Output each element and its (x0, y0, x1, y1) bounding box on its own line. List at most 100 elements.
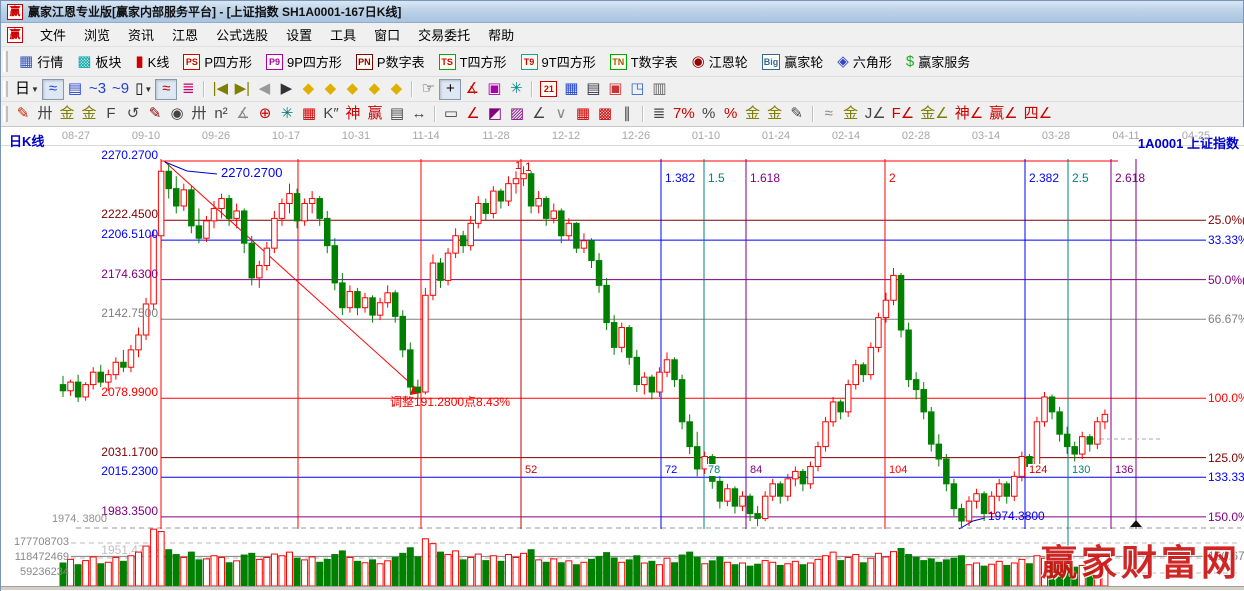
report-button[interactable]: ▤ (582, 79, 604, 100)
draw-pen-button[interactable]: ✎ (12, 104, 34, 125)
box-select-button[interactable]: ▭ (440, 104, 462, 125)
gold-channel-button[interactable]: 金 (840, 104, 862, 125)
expand-horizontal-button[interactable]: ◆ (341, 79, 363, 100)
spiral-button[interactable]: ↺ (122, 104, 144, 125)
menu-item-2[interactable]: 资讯 (128, 28, 155, 43)
n-square-button[interactable]: n² (210, 104, 232, 125)
ruler-scale-button[interactable]: ▤ (386, 104, 408, 125)
lines-box-button[interactable]: ▨ (506, 104, 528, 125)
gold-circle-button[interactable]: 金 (742, 104, 764, 125)
zigzag-red-icon[interactable]: ≈ (155, 78, 178, 100)
gold-level-button[interactable]: 金 (764, 104, 786, 125)
angle-f-button[interactable]: F∠ (889, 104, 918, 125)
brush-ruler-button[interactable]: ✎ (144, 104, 166, 125)
pan-hand-button[interactable]: ☞ (417, 79, 439, 100)
parallel-channel-button[interactable]: ∥ (616, 104, 638, 125)
page-back-button[interactable]: ◀ (253, 79, 275, 100)
fan-box-button[interactable]: ◩ (484, 104, 506, 125)
crosshair-button[interactable]: + (439, 78, 462, 100)
ninet-square-button[interactable]: T9 9T四方形 (514, 49, 603, 74)
p-square-button[interactable]: PS P四方形 (176, 49, 259, 74)
menu-item-9[interactable]: 帮助 (488, 28, 515, 43)
quotes-button[interactable]: ▦ 行情 (12, 49, 70, 74)
menu-item-7[interactable]: 窗口 (374, 28, 401, 43)
page-forward-button[interactable]: ▶ (275, 79, 297, 100)
percent-level-button[interactable]: % (720, 104, 742, 125)
menu-item-5[interactable]: 设置 (286, 28, 313, 43)
t-square-button[interactable]: TS T四方形 (432, 49, 514, 74)
ying-tool-button[interactable]: 赢 (364, 104, 386, 125)
menu-item-3[interactable]: 江恩 (172, 28, 199, 43)
percent-level-label: 25.0%(90) (1208, 213, 1244, 228)
save-button[interactable]: ▣ (604, 79, 626, 100)
grid-dot-button[interactable]: ▦ (572, 104, 594, 125)
angle-a-button[interactable]: ∡ (232, 104, 254, 125)
wave-9-icon[interactable]: ~9 (109, 79, 132, 100)
workstation-button[interactable]: ▥ (648, 79, 670, 100)
k-mark-button[interactable]: K″ (320, 104, 342, 125)
stats-table-button[interactable]: ≣ (648, 104, 670, 125)
width-measure-button[interactable]: ↔ (408, 104, 430, 125)
percent-button[interactable]: % (698, 104, 720, 125)
flag-brush-button[interactable]: ✎ (786, 104, 808, 125)
menu-item-0[interactable]: 文件 (40, 28, 67, 43)
volume-profile-icon[interactable]: ≣ (177, 79, 199, 100)
time-fence-button[interactable]: 卅 (188, 104, 210, 125)
calculator-button[interactable]: ▦ (560, 79, 582, 100)
gann-grid-button[interactable]: 卅 (34, 104, 56, 125)
hexagon-button[interactable]: ◈ 六角形 (830, 49, 899, 74)
angle-measure-button[interactable]: ∡ (461, 79, 483, 100)
star-wheel-button[interactable]: ✳ (276, 104, 298, 125)
menu-item-1[interactable]: 浏览 (84, 28, 111, 43)
last-page-button[interactable]: ▶| (231, 79, 253, 100)
f-fence-button[interactable]: F (100, 104, 122, 125)
calendar-button[interactable]: 21 (537, 79, 560, 100)
menu-item-8[interactable]: 交易委托 (418, 28, 471, 43)
toolbar-draw-grip[interactable] (3, 105, 8, 123)
gift-tool-button[interactable]: ▣ (483, 79, 505, 100)
shen-tool-button[interactable]: 神 (342, 104, 364, 125)
menu-item-6[interactable]: 工具 (330, 28, 357, 43)
wave-3-icon[interactable]: ~3 (86, 79, 109, 100)
percent-zone-button[interactable]: 7% (670, 104, 698, 125)
winner-wheel-button[interactable]: Big 赢家轮 (755, 49, 831, 74)
zigzag-blue-icon[interactable]: ≈ (41, 78, 64, 100)
expand-all-button[interactable]: ◆ (385, 79, 407, 100)
chart-area[interactable]: 日K线 1A0001 上证指数 1951.4700 08-27 09-10 09-2… (1, 127, 1244, 591)
gold-fence-a-button[interactable]: 金 (56, 104, 78, 125)
grid-box-button[interactable]: ▩ (594, 104, 616, 125)
network-button[interactable]: ◳ (626, 79, 648, 100)
smart-analysis-button[interactable]: ✳ (505, 79, 527, 100)
candle-style-button[interactable]: ▯ ▼ (132, 79, 155, 100)
trend-angles-button[interactable]: ∠ (528, 104, 550, 125)
angle-si-button[interactable]: 四∠ (1021, 104, 1055, 125)
web-grid-button[interactable]: ▦ (298, 104, 320, 125)
menu-item-4[interactable]: 公式选股 (216, 28, 269, 43)
shift-right-button[interactable]: ◆ (319, 79, 341, 100)
gann-fan-button[interactable]: ∠ (462, 104, 484, 125)
angle-ying-button[interactable]: 赢∠ (986, 104, 1020, 125)
angle-j-button[interactable]: J∠ (862, 104, 889, 125)
v-wave-button[interactable]: ∨ (550, 104, 572, 125)
sectors-button[interactable]: ▩ 板块 (70, 49, 128, 74)
first-page-button[interactable]: |◀ (209, 79, 231, 100)
wave-channel-button[interactable]: ≈ (818, 104, 840, 125)
angle-shen-button[interactable]: 神∠ (952, 104, 986, 125)
circle-target-button[interactable]: ⊕ (254, 104, 276, 125)
toolbar-main-grip[interactable] (3, 51, 8, 72)
period-day-button[interactable]: 日 ▼ (12, 79, 42, 100)
ninep-square-button[interactable]: P9 9P四方形 (259, 49, 349, 74)
angle-gold-button[interactable]: 金∠ (917, 104, 951, 125)
shift-left-button[interactable]: ◆ (297, 79, 319, 100)
kline-button[interactable]: ▮ K线 (128, 49, 176, 74)
kline-chart-canvas[interactable] (1, 127, 1244, 591)
gann-wheel-button[interactable]: ◉ 江恩轮 (685, 49, 755, 74)
note-icon[interactable]: ▤ (64, 79, 86, 100)
toolbar-nav-grip[interactable] (3, 80, 8, 98)
p-number-table-button[interactable]: PN P数字表 (349, 49, 432, 74)
wheel-small-button[interactable]: ◉ (166, 104, 188, 125)
gold-fence-b-button[interactable]: 金 (78, 104, 100, 125)
compress-button[interactable]: ◆ (363, 79, 385, 100)
winner-service-button[interactable]: $ 赢家服务 (899, 49, 977, 74)
t-number-table-button[interactable]: TN T数字表 (603, 49, 685, 74)
